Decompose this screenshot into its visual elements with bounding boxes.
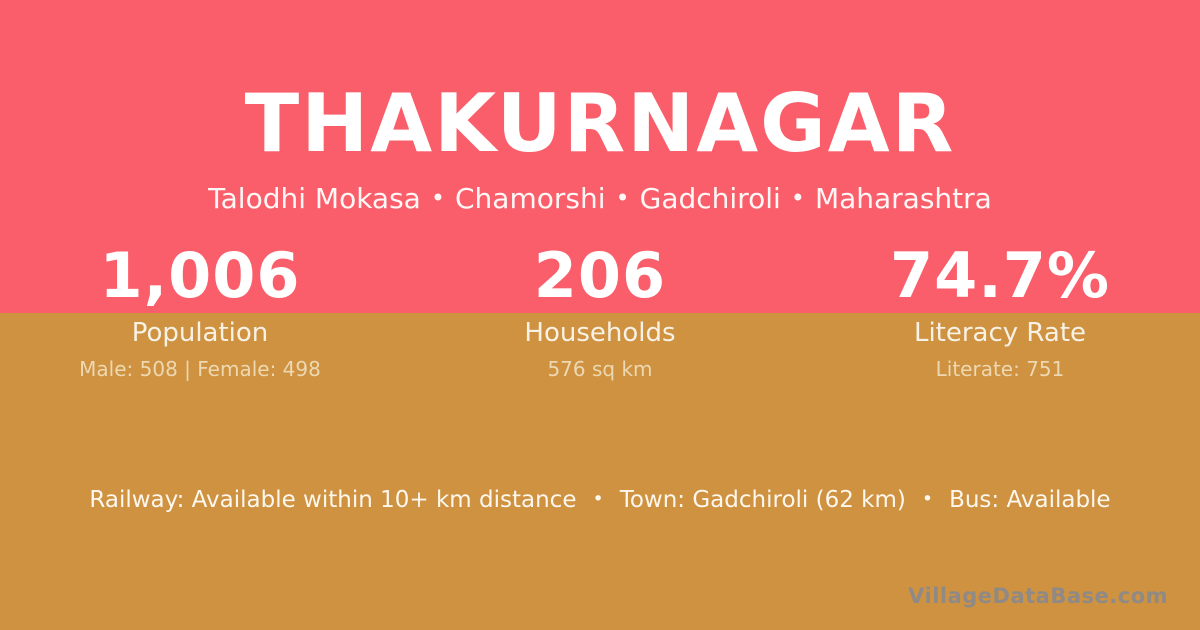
bullet-separator: •: [615, 184, 630, 212]
households-value: 206: [533, 239, 667, 312]
population-label: Population: [131, 318, 269, 348]
stat-population: 1,006 Population Male: 508 | Female: 498: [0, 239, 400, 382]
literacy-rate-value: 74.7%: [889, 239, 1111, 312]
bullet-separator: •: [592, 488, 604, 510]
village-title: THAKURNAGAR: [244, 77, 956, 170]
bottom-gold-band: [0, 313, 1200, 630]
households-detail: 576 sq km: [547, 357, 653, 381]
households-label: Households: [524, 318, 676, 348]
stat-literacy-rate: 74.7% Literacy Rate Literate: 751: [800, 239, 1200, 382]
literacy-rate-detail: Literate: 751: [935, 357, 1065, 381]
bullet-separator: •: [790, 184, 805, 212]
population-detail: Male: 508 | Female: 498: [79, 357, 321, 381]
amenity-bus: Bus: Available: [949, 487, 1111, 513]
top-pink-band: [0, 0, 1200, 313]
bullet-separator: •: [921, 488, 934, 510]
amenities-line: Railway: Available within 10+ km distanc…: [0, 486, 1200, 515]
bullet-separator: •: [430, 184, 445, 212]
breadcrumb-state: Maharashtra: [814, 182, 992, 215]
breadcrumb-taluka: Talodhi Mokasa: [208, 182, 421, 215]
stat-households: 206 Households 576 sq km: [400, 239, 800, 382]
stats-row: 1,006 Population Male: 508 | Female: 498…: [0, 239, 1200, 382]
breadcrumb-district: Gadchiroli: [639, 182, 781, 215]
population-value: 1,006: [99, 239, 301, 312]
literacy-rate-label: Literacy Rate: [913, 318, 1087, 348]
watermark-villagedatabase: VillageDataBase.com: [908, 584, 1168, 608]
breadcrumb-tehsil: Chamorshi: [454, 182, 606, 215]
amenity-railway: Railway: Available within 10+ km distanc…: [89, 487, 577, 513]
amenity-town: Town: Gadchiroli (62 km): [619, 487, 906, 513]
breadcrumb: Talodhi Mokasa • Chamorshi • Gadchiroli • Maha…: [0, 183, 1200, 216]
